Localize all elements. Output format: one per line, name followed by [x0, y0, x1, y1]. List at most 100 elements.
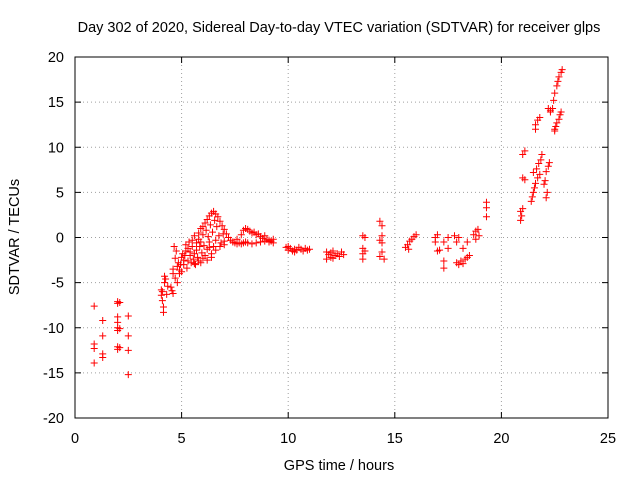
data-point: [171, 274, 179, 282]
data-point: [158, 297, 166, 305]
data-point: [217, 239, 225, 247]
data-point: [329, 247, 337, 255]
data-point: [555, 115, 563, 123]
data-point: [210, 243, 218, 251]
data-point: [361, 234, 369, 241]
data-point: [188, 243, 196, 251]
data-point: [124, 346, 132, 354]
data-point: [183, 264, 191, 272]
data-point: [193, 246, 201, 254]
data-point: [199, 231, 207, 239]
data-point: [209, 228, 217, 236]
data-point: [216, 243, 224, 251]
data-point: [212, 236, 220, 244]
data-point: [542, 168, 550, 176]
data-point: [453, 238, 461, 246]
data-point: [463, 238, 471, 246]
data-point: [553, 82, 561, 90]
data-point: [533, 165, 541, 173]
data-point: [329, 254, 337, 262]
data-point: [164, 282, 172, 290]
data-point: [538, 150, 546, 158]
data-point: [191, 261, 199, 269]
data-point: [213, 223, 221, 231]
data-point: [186, 248, 194, 256]
data-point: [206, 221, 214, 229]
data-point: [361, 247, 369, 255]
data-point: [196, 243, 204, 251]
data-point: [212, 246, 220, 254]
data-point: [455, 261, 463, 269]
y-tick-label: -5: [51, 276, 64, 292]
data-point: [378, 239, 386, 247]
data-point: [528, 193, 536, 201]
data-point: [201, 219, 209, 227]
y-tick-label: 20: [48, 50, 64, 66]
data-point: [124, 312, 132, 320]
data-point: [537, 156, 545, 164]
data-point: [535, 159, 543, 167]
data-point: [436, 246, 444, 254]
data-point: [193, 239, 201, 247]
data-point: [518, 212, 526, 220]
data-points-layer: [90, 66, 566, 379]
data-point: [433, 231, 441, 239]
data-point: [158, 288, 166, 296]
data-point: [190, 260, 198, 268]
data-point: [540, 180, 548, 188]
data-point: [482, 213, 490, 221]
data-point: [405, 245, 413, 253]
data-point: [237, 231, 245, 239]
data-point: [218, 222, 226, 230]
x-tick-label: 20: [493, 431, 509, 447]
data-point: [527, 197, 535, 205]
data-point: [444, 244, 452, 252]
data-point: [161, 279, 169, 287]
data-point: [178, 268, 186, 276]
data-point: [517, 216, 525, 224]
data-point: [169, 289, 177, 297]
data-point: [173, 279, 181, 287]
data-point: [157, 291, 165, 299]
data-point: [124, 371, 132, 379]
data-point: [200, 242, 208, 250]
data-point: [124, 332, 132, 340]
data-point: [242, 238, 250, 246]
data-point: [284, 243, 292, 251]
data-point: [558, 66, 566, 74]
data-point: [553, 119, 561, 127]
data-point: [376, 252, 384, 260]
data-point: [90, 302, 98, 310]
data-point: [550, 96, 558, 104]
data-point: [470, 231, 478, 239]
data-point: [459, 260, 467, 268]
data-point: [340, 251, 348, 259]
x-tick-label: 0: [71, 431, 79, 447]
data-point: [269, 235, 277, 243]
data-point: [252, 239, 260, 247]
data-point: [190, 232, 198, 240]
data-point: [529, 188, 537, 196]
data-point: [163, 290, 171, 298]
y-tick-label: 5: [56, 185, 64, 201]
data-point: [197, 238, 205, 246]
data-point: [195, 229, 203, 237]
data-point: [202, 226, 210, 234]
x-tick-label: 10: [280, 431, 296, 447]
y-tick-label: 10: [48, 140, 64, 156]
data-point: [376, 217, 384, 225]
data-point: [187, 259, 195, 267]
data-point: [220, 225, 228, 233]
data-point: [323, 255, 331, 263]
data-point: [184, 257, 192, 265]
data-point: [554, 77, 562, 85]
data-point: [459, 244, 467, 252]
data-point: [184, 244, 192, 252]
data-point: [99, 317, 107, 325]
data-point: [211, 216, 219, 224]
data-point: [532, 179, 540, 187]
data-point: [169, 265, 177, 273]
data-point: [474, 225, 482, 233]
data-point: [482, 198, 490, 206]
